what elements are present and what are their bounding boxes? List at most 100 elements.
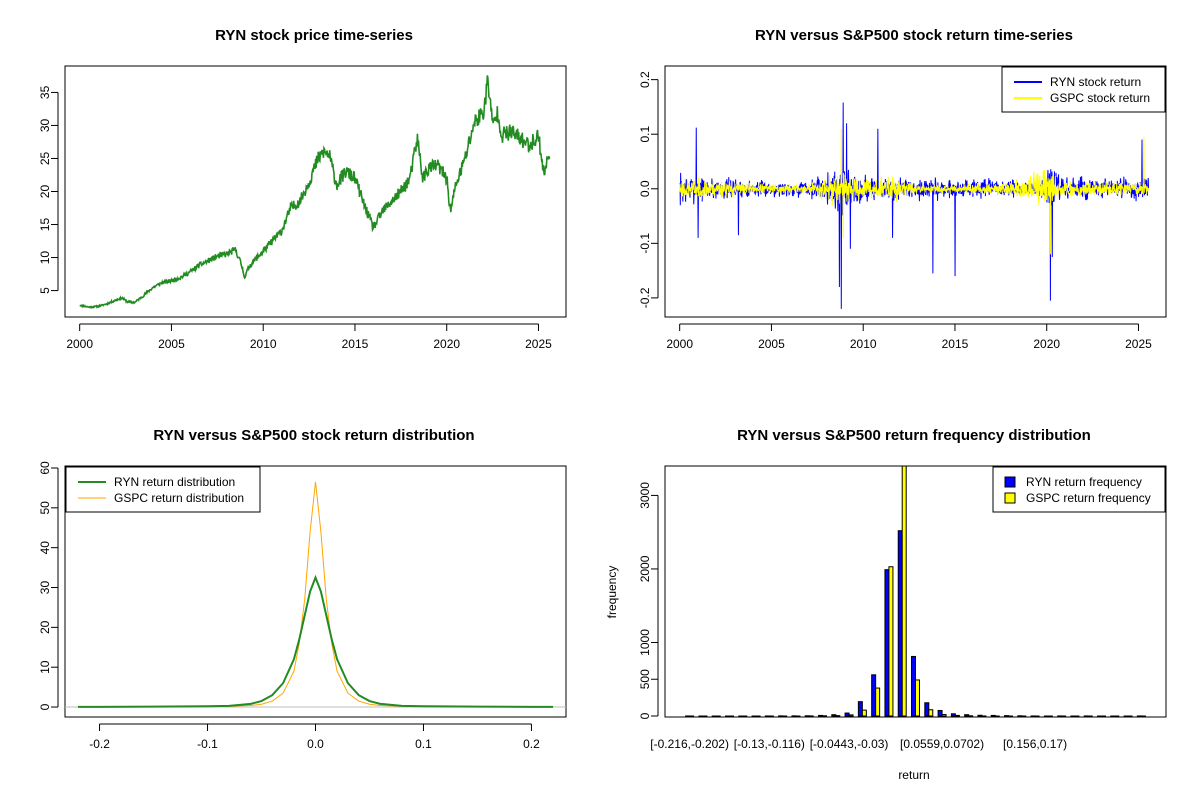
y-tick-label: 5 [38, 287, 52, 294]
bar-gspc [954, 714, 960, 717]
bar-gspc [1087, 715, 1093, 718]
chart-title-returns: RYN versus S&P500 stock return time-seri… [755, 27, 1073, 44]
series-line-gspc-density [77, 481, 554, 708]
legend-density: RYN return distribution GSPC return dist… [65, 466, 261, 513]
bar-ryn [897, 530, 903, 717]
x-tick-label: [-0.0443,-0.03) [810, 737, 889, 751]
x-tick-label: 2020 [1033, 337, 1060, 351]
y-tick-label: 0.0 [638, 180, 652, 197]
bar-ryn [1136, 715, 1142, 718]
y-tick-label: 0.2 [638, 71, 652, 88]
panel-returns: RYN versus S&P500 stock return time-seri… [638, 27, 1167, 351]
x-tick-label: 2025 [525, 337, 552, 351]
bar-ryn [831, 714, 837, 717]
bar-ryn [751, 715, 757, 718]
series-line-ryn-price [79, 75, 551, 309]
y-tick-label: 40 [38, 541, 52, 555]
bar-ryn [924, 702, 930, 717]
y-tick-label: 2000 [638, 555, 652, 582]
y-tick-label: 20 [38, 620, 52, 634]
y-tick-label: 3000 [638, 482, 652, 509]
bar-gspc [729, 715, 734, 718]
y-tick-label: 60 [38, 461, 52, 475]
bar-gspc [928, 709, 934, 717]
bar-ryn [698, 715, 704, 718]
axes-frequency: 0 500 1000 2000 3000 [-0.216,-0.202) [-0.13,-0… [638, 482, 1067, 751]
x-tick-label: 0.1 [415, 737, 432, 751]
y-tick-label: 25 [38, 151, 52, 165]
x-tick-label: 2015 [942, 337, 969, 351]
y-tick-label: 500 [638, 669, 652, 689]
legend-returns: RYN stock return GSPC stock return [1001, 66, 1166, 113]
legend-label-gspc-density: GSPC return distribution [114, 491, 244, 505]
y-tick-label: 50 [38, 501, 52, 515]
y-tick-label: 30 [38, 118, 52, 132]
x-tick-label: 2000 [66, 337, 93, 351]
bar-gspc [915, 679, 920, 717]
x-tick-label: 0.0 [307, 737, 324, 751]
series-line-ryn-density [77, 574, 554, 708]
y-tick-label: 15 [38, 218, 52, 232]
legend-swatch-ryn-frequency [1004, 476, 1016, 488]
x-axis-label-frequency: return [898, 768, 929, 782]
bar-gspc [808, 715, 814, 718]
x-tick-label: 2015 [342, 337, 369, 351]
plot-frame-returns [664, 65, 1167, 318]
x-tick-label: 2025 [1125, 337, 1152, 351]
y-tick-label: 0 [38, 703, 52, 710]
bar-ryn [937, 709, 943, 717]
bar-gspc [1074, 715, 1080, 718]
legend-label-ryn-frequency: RYN return frequency [1026, 475, 1142, 489]
bar-ryn [1097, 715, 1103, 718]
y-tick-label: 35 [38, 85, 52, 99]
legend-swatch-gspc-frequency [1004, 492, 1016, 504]
x-tick-label: [-0.216,-0.202) [650, 737, 729, 751]
bar-ryn [844, 712, 850, 717]
plot-frame-price [64, 65, 567, 318]
bar-gspc [742, 715, 748, 718]
legend-box-returns [1001, 66, 1166, 113]
y-tick-label: -0.1 [638, 233, 652, 254]
bar-ryn [871, 674, 877, 717]
y-tick-label: 10 [38, 660, 52, 674]
bar-ryn [818, 714, 824, 717]
series-line-ryn-return [679, 102, 1150, 309]
bar-ryn [738, 715, 744, 718]
bar-gspc [702, 715, 708, 718]
x-tick-label: 2005 [758, 337, 785, 351]
series-line-gspc-return [679, 128, 1150, 255]
chart-title-price: RYN stock price time-series [215, 27, 413, 44]
y-tick-label: 0.1 [638, 126, 652, 143]
bar-gspc [848, 714, 854, 717]
y-tick-label: 20 [38, 185, 52, 199]
bar-ryn [764, 715, 770, 718]
bar-gspc [941, 714, 947, 717]
bar-ryn [1110, 715, 1116, 718]
bar-gspc [1061, 715, 1067, 718]
bar-ryn [1057, 715, 1063, 718]
bar-ryn [804, 715, 810, 718]
axes-returns: 2000 2005 2010 2015 2020 2025 -0.2 -0.1 0.0 0.1 0.… [638, 71, 1152, 351]
bar-gspc [901, 465, 907, 717]
bar-gspc [1047, 715, 1053, 718]
x-tick-label: 2000 [666, 337, 693, 351]
bar-ryn [977, 714, 983, 717]
y-tick-label: 10 [38, 251, 52, 265]
x-tick-label: [0.156,0.17) [1003, 737, 1067, 751]
x-tick-label: 2010 [250, 337, 277, 351]
bar-gspc [715, 715, 721, 718]
bar-ryn [884, 569, 890, 717]
y-tick-label: 1000 [638, 629, 652, 656]
legend-label-ryn-return: RYN stock return [1050, 75, 1141, 89]
y-tick-label: -0.2 [638, 287, 652, 308]
legend-frequency: RYN return frequency GSPC return frequen… [992, 466, 1166, 513]
bar-gspc [782, 715, 788, 718]
bar-gspc [1034, 715, 1040, 718]
x-tick-label: 2005 [158, 337, 185, 351]
bar-gspc [981, 715, 987, 718]
legend-label-gspc-return: GSPC stock return [1050, 91, 1150, 105]
bar-gspc [1140, 715, 1146, 718]
bar-ryn [1083, 715, 1089, 718]
panel-density: RYN versus S&P500 stock return distribut… [38, 427, 567, 751]
